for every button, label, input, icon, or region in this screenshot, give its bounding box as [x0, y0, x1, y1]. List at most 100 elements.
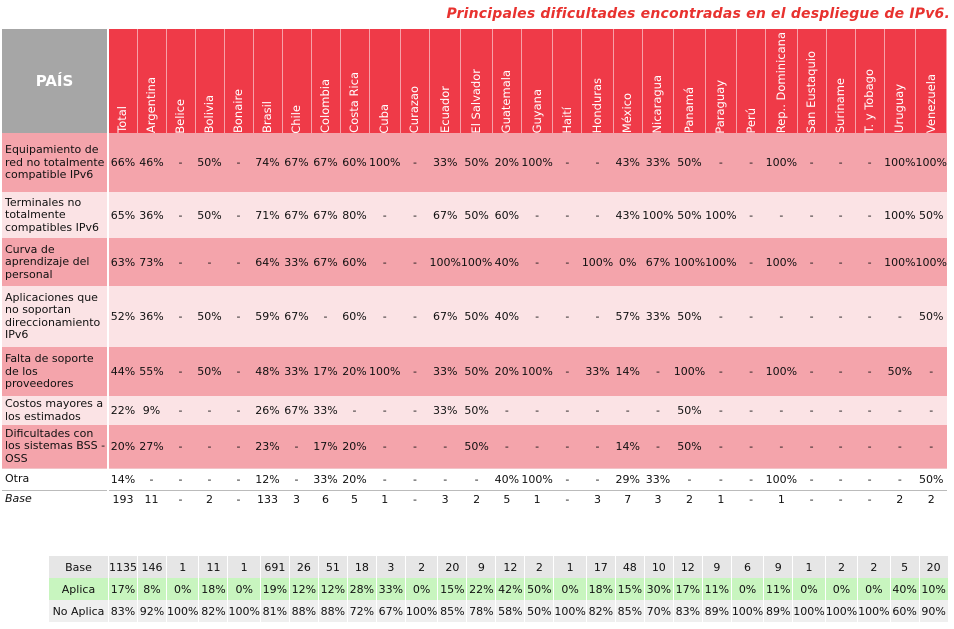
summary-cell: 10%: [919, 578, 949, 600]
table-cell: -: [552, 467, 582, 491]
summary-cell: 18: [347, 556, 377, 578]
table-cell: 50%: [195, 133, 224, 193]
table-cell: 11: [137, 489, 166, 509]
summary-cell: 19%: [260, 578, 290, 600]
summary-cell: 88%: [318, 600, 348, 622]
table-cell: -: [369, 396, 401, 426]
table-cell: -: [195, 396, 224, 426]
table-cell: -: [705, 425, 737, 469]
column-header-label: T. y Tobago: [862, 69, 877, 134]
column-header-label: Brasil: [260, 101, 274, 134]
table-cell: -: [429, 467, 461, 491]
difficulties-table: PAÍS Total Argentina Belice Bolivia Bonaire B…: [2, 29, 948, 509]
column-header: San Eustaquio: [797, 29, 827, 134]
table-cell: -: [826, 238, 856, 287]
column-header: México: [613, 29, 643, 134]
table-cell: 3: [429, 489, 461, 509]
table-cell: 67%: [642, 238, 674, 287]
summary-cell: 89%: [763, 600, 794, 622]
summary-cell: 9: [466, 556, 497, 578]
table-cell: 64%: [253, 238, 282, 287]
summary-base-row: Base 1135 146 1 11 1 691 26 51 18 3 2 20 9 12 2 1 17 48 10 1…: [49, 556, 949, 578]
table-cell: -: [826, 489, 856, 509]
table-cell: -: [552, 286, 582, 348]
table-cell: -: [166, 396, 195, 426]
summary-no-aplica-row: No Aplica 83% 92% 100% 82% 100% 81% 88% 88% 72% 67…: [49, 600, 949, 622]
table-cell: -: [492, 396, 522, 426]
table-cell: 14%: [108, 467, 137, 491]
table-cell: -: [705, 133, 737, 193]
summary-table: Base 1135 146 1 11 1 691 26 51 18 3 2 20 9 12 2 1 17 48 10 1…: [49, 556, 949, 622]
summary-cell: 9: [702, 556, 732, 578]
summary-cell: 100%: [553, 600, 587, 622]
table-row: Base 193 11-2-133 3 6 5 1-3 2 5 1-3 7 3 2 1-1- - -2 2: [2, 489, 947, 509]
table-cell: 23%: [253, 425, 282, 469]
table-cell: 20%: [492, 133, 522, 193]
column-header-label: Belice: [173, 98, 187, 134]
table-cell: 50%: [673, 286, 706, 348]
summary-cell: 100%: [857, 600, 891, 622]
summary-cell: 0%: [405, 578, 439, 600]
table-cell: -: [797, 133, 827, 193]
column-header: Belice: [166, 29, 196, 134]
table-cell: 100%: [705, 192, 737, 239]
table-cell: -: [855, 192, 885, 239]
table-cell: -: [884, 286, 916, 348]
table-cell: -: [166, 238, 195, 287]
table-cell: -: [521, 425, 553, 469]
table-cell: -: [736, 489, 766, 509]
table-cell: -: [736, 238, 766, 287]
summary-cell: 89%: [702, 600, 732, 622]
table-cell: 59%: [253, 286, 282, 348]
table-cell: 9%: [137, 396, 166, 426]
column-header-label: Curazao: [407, 86, 422, 134]
table-cell: 67%: [282, 192, 311, 239]
table-cell: 40%: [492, 286, 522, 348]
summary-cell: 146: [137, 556, 167, 578]
column-header: Colombia: [311, 29, 341, 134]
summary-cell: 85%: [437, 600, 468, 622]
table-cell: -: [400, 192, 430, 239]
table-cell: -: [282, 425, 311, 469]
column-header: T. y Tobago: [855, 29, 885, 134]
column-header-label: Guatemala: [499, 69, 514, 134]
table-cell: -: [400, 396, 430, 426]
table-cell: 100%: [369, 347, 401, 397]
table-cell: 40%: [492, 238, 522, 287]
summary-cell: 58%: [495, 600, 526, 622]
table-cell: -: [137, 467, 166, 491]
summary-cell: 40%: [890, 578, 920, 600]
summary-cell: 92%: [137, 600, 167, 622]
summary-cell: 100%: [825, 600, 859, 622]
table-cell: -: [400, 467, 430, 491]
table-cell: -: [552, 396, 582, 426]
summary-cell: 88%: [289, 600, 319, 622]
table-cell: 50%: [195, 347, 224, 397]
table-cell: 67%: [429, 286, 461, 348]
table-cell: 133: [253, 489, 282, 509]
table-cell: -: [613, 396, 643, 426]
summary-cell: 1: [227, 556, 261, 578]
summary-cell: 17%: [108, 578, 138, 600]
table-cell: -: [855, 467, 885, 491]
column-header: Ecuador: [429, 29, 462, 134]
table-cell: -: [224, 425, 253, 469]
summary-cell: 30%: [644, 578, 674, 600]
table-cell: 100%: [765, 238, 798, 287]
table-cell: 33%: [311, 467, 340, 491]
table-cell: -: [369, 425, 401, 469]
table-cell: -: [736, 467, 766, 491]
table-cell: 0%: [613, 238, 643, 287]
row-label: Otra: [2, 467, 109, 491]
summary-cell: 691: [260, 556, 290, 578]
table-cell: -: [855, 425, 885, 469]
table-cell: -: [581, 396, 614, 426]
table-cell: 33%: [581, 347, 614, 397]
table-cell: -: [855, 347, 885, 397]
column-header-label: Venezuela: [923, 74, 938, 134]
table-cell: 46%: [137, 133, 166, 193]
summary-cell: 2: [405, 556, 439, 578]
table-cell: -: [797, 347, 827, 397]
summary-cell: 11%: [702, 578, 732, 600]
table-cell: -: [224, 133, 253, 193]
